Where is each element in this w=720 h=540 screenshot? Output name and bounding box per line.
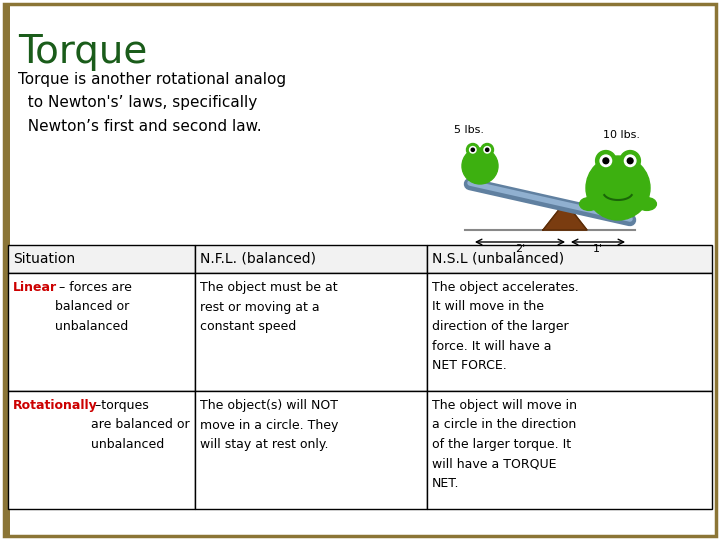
Ellipse shape [637,198,657,211]
Text: N.F.L. (balanced): N.F.L. (balanced) [199,252,315,266]
Circle shape [595,151,616,171]
Text: N.S.L (unbalanced): N.S.L (unbalanced) [432,252,564,266]
Circle shape [469,146,476,153]
Bar [194,245,427,273]
Bar [194,273,427,391]
Text: Torque: Torque [18,33,148,71]
Text: 1': 1' [593,244,603,254]
Ellipse shape [580,198,599,211]
Circle shape [471,148,474,151]
Text: –torques
are balanced or
unbalanced: –torques are balanced or unbalanced [91,399,189,451]
Bar [8,245,194,273]
Bar [427,245,712,273]
Text: 2': 2' [515,244,525,254]
Text: 10 lbs.: 10 lbs. [603,130,640,140]
Bar [8,391,194,509]
Text: 5 lbs.: 5 lbs. [454,125,484,135]
Circle shape [603,158,608,164]
Text: The object(s) will NOT
move in a circle. They
will stay at rest only.: The object(s) will NOT move in a circle.… [199,399,338,451]
Circle shape [627,158,633,164]
Circle shape [620,151,640,171]
Text: Torque is another rotational analog
  to Newton's’ laws, specifically
  Newton’s: Torque is another rotational analog to N… [18,72,286,134]
Circle shape [624,155,636,166]
Text: Linear: Linear [13,281,57,294]
Circle shape [462,148,498,184]
Text: The object must be at
rest or moving at a
constant speed: The object must be at rest or moving at … [199,281,337,333]
Text: Situation: Situation [13,252,75,266]
Text: The object accelerates.
It will move in the
direction of the larger
force. It wi: The object accelerates. It will move in … [432,281,579,372]
Bar [8,273,194,391]
Circle shape [485,148,489,151]
Text: Rotationally: Rotationally [13,399,98,412]
Circle shape [586,156,650,220]
Text: – forces are
balanced or
unbalanced: – forces are balanced or unbalanced [55,281,132,333]
Bar [4,4,10,536]
Circle shape [467,144,479,156]
Bar [427,391,712,509]
Circle shape [600,155,611,166]
Text: The object will move in
a circle in the direction
of the larger torque. It
will : The object will move in a circle in the … [432,399,577,490]
Polygon shape [543,202,587,230]
Bar [194,391,427,509]
Bar [427,273,712,391]
Circle shape [484,146,490,153]
Circle shape [481,144,493,156]
